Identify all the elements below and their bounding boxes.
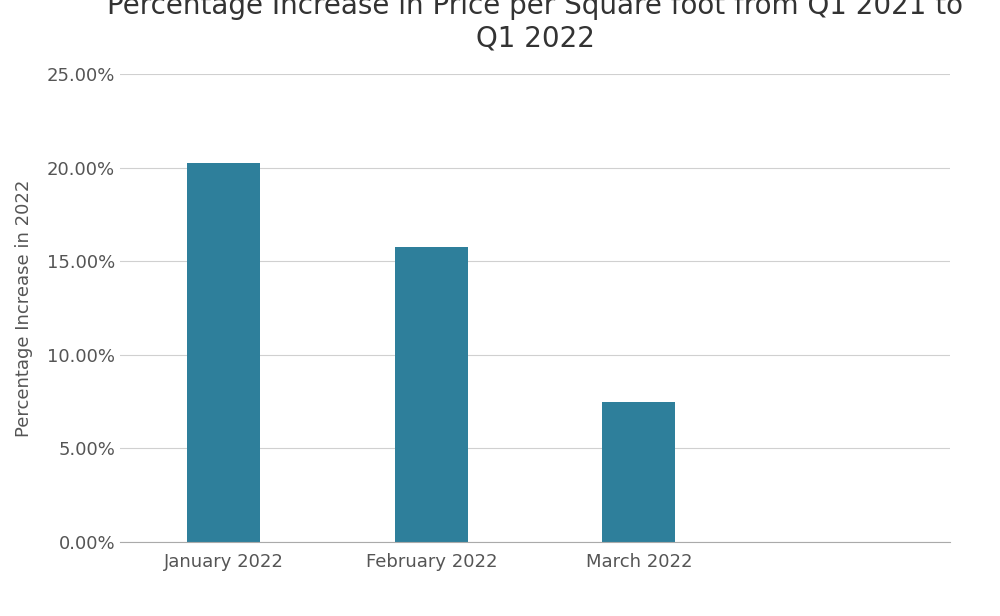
Title: Percentage Increase in Price per Square foot from Q1 2021 to
Q1 2022: Percentage Increase in Price per Square … (107, 0, 963, 52)
Bar (395, 247, 468, 542)
Y-axis label: Percentage Increase in 2022: Percentage Increase in 2022 (15, 179, 33, 437)
Bar (187, 163, 260, 542)
Bar (602, 402, 675, 542)
